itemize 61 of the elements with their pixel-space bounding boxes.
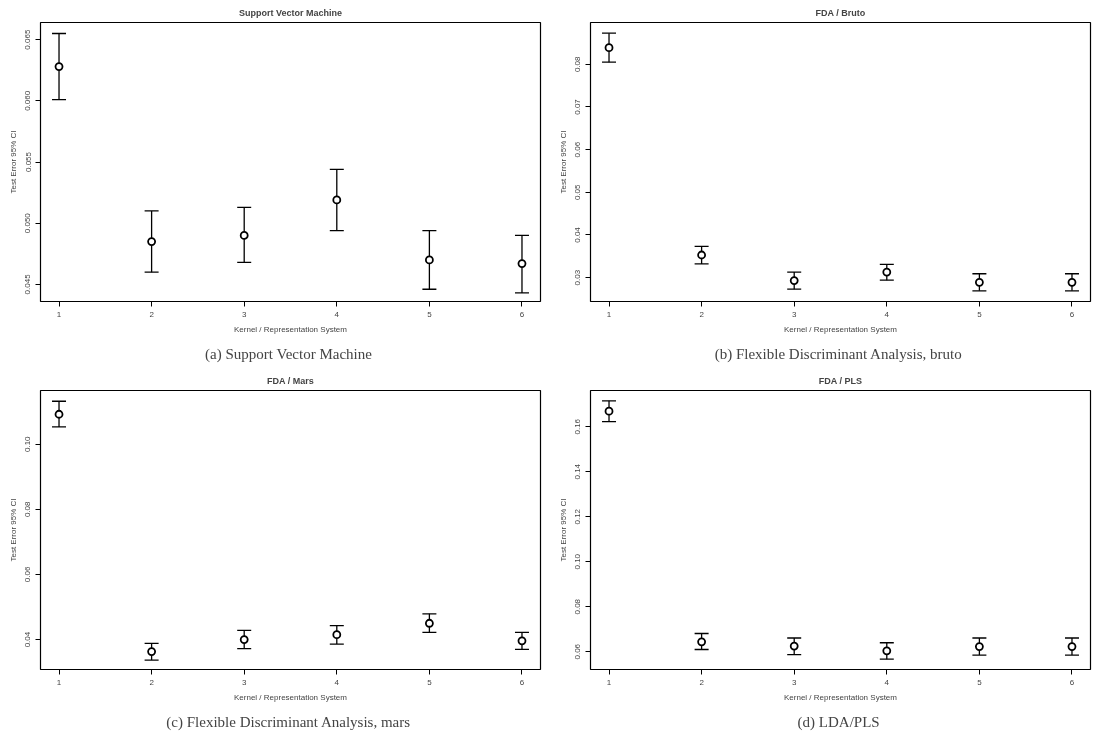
text: (b) Flexible Discriminant Analysis, bruto [714,345,962,363]
y-tick-label: 0.16 [573,418,583,435]
x-tick-label: 5 [427,677,433,687]
y-axis-title: Test Error 95% CI [8,498,18,562]
x-tick-label: 3 [241,677,247,687]
x-tick-label: 5 [977,309,983,319]
x-axis-title: Kernel / Representation System [234,692,348,702]
x-tick-label: 4 [884,677,890,687]
x-tick-label: 3 [241,309,247,319]
x-tick-label: 2 [699,309,705,319]
y-tick-label: 0.10 [23,435,33,452]
x-tick-label: 2 [149,677,155,687]
y-tick-label: 0.055 [23,151,33,173]
y-tick-label: 0.06 [573,141,583,158]
y-tick-label: 0.08 [23,500,33,518]
y-tick-label: 0.07 [573,98,583,115]
chart-title: FDA / PLS [818,375,862,386]
x-tick-label: 4 [334,677,340,687]
y-tick-label: 0.08 [573,55,583,73]
x-tick-label: 6 [1069,677,1075,687]
y-axis-title: Test Error 95% CI [558,130,568,194]
y-tick-label: 0.06 [573,643,583,660]
chart-title: FDA / Bruto [815,7,866,18]
x-tick-label: 3 [791,309,797,319]
x-tick-label: 2 [699,677,705,687]
text: (a) Support Vector Machine [205,345,373,363]
x-tick-label: 1 [56,309,62,319]
y-tick-label: 0.050 [23,212,33,234]
text: (d) LDA/PLS [797,713,880,731]
chart-title: Support Vector Machine [238,7,343,18]
x-tick-label: 4 [884,309,890,319]
x-tick-label: 2 [149,309,155,319]
x-tick-label: 3 [791,677,797,687]
y-tick-label: 0.04 [573,226,583,243]
y-tick-label: 0.05 [573,183,583,201]
x-tick-label: 4 [334,309,340,319]
x-axis-title: Kernel / Representation System [784,324,898,334]
x-tick-label: 5 [427,309,433,319]
y-tick-label: 0.12 [573,508,583,525]
x-tick-label: 6 [519,309,525,319]
x-tick-label: 6 [1069,309,1075,319]
y-tick-label: 0.060 [23,90,33,111]
text: (c) Flexible Discriminant Analysis, mars [166,713,411,731]
y-tick-label: 0.10 [573,553,583,570]
x-tick-label: 1 [56,677,62,687]
y-axis-title: Test Error 95% CI [8,130,18,194]
x-tick-label: 5 [977,677,983,687]
y-tick-label: 0.08 [573,598,583,615]
y-tick-label: 0.065 [23,29,33,50]
y-tick-label: 0.04 [23,631,33,648]
x-axis-title: Kernel / Representation System [784,692,898,702]
y-tick-label: 0.06 [23,566,33,583]
y-axis-title: Test Error 95% CI [558,498,568,562]
chart-title: FDA / Mars [267,375,314,386]
x-tick-label: 6 [519,677,525,687]
y-tick-label: 0.045 [23,273,33,295]
y-tick-label: 0.03 [573,269,583,286]
x-tick-label: 1 [606,309,612,319]
y-tick-label: 0.14 [573,463,583,480]
x-tick-label: 1 [606,677,612,687]
x-axis-title: Kernel / Representation System [234,324,348,334]
